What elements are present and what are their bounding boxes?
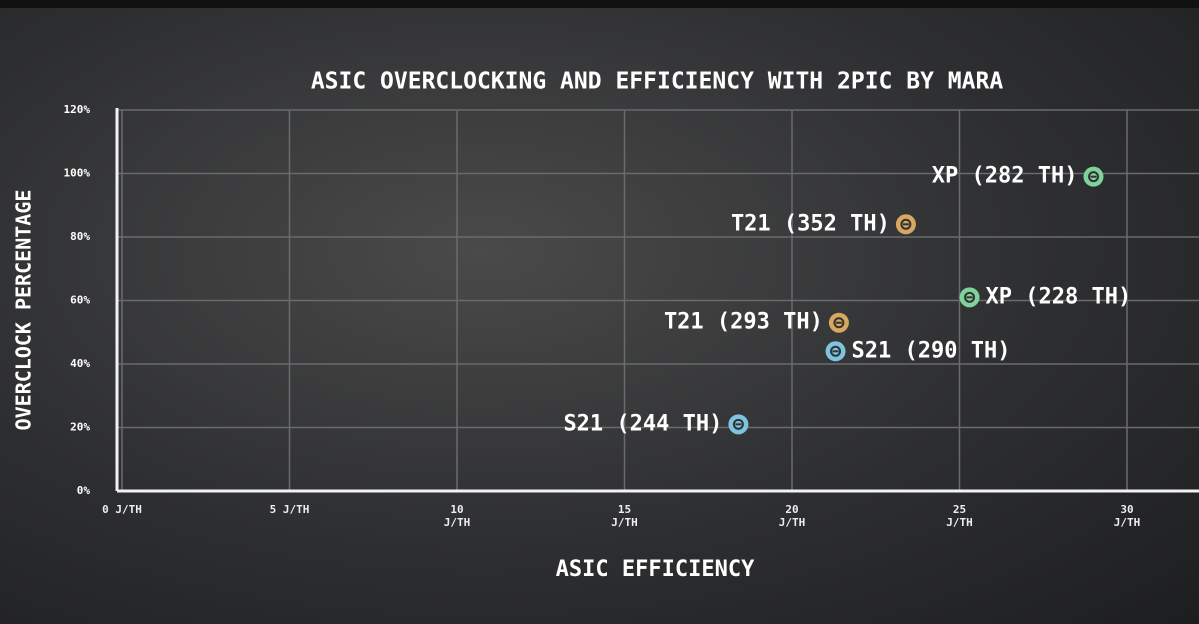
point-icon [1088,171,1099,183]
x-tick-label: 30 J/TH [1113,503,1141,529]
x-tick-label: 5 J/TH [269,503,310,516]
point-label: S21 (244 TH) [563,411,722,436]
point-label: XP (228 TH) [986,284,1132,309]
x-tick-label: 25 J/TH [946,503,973,529]
y-tick-label: 60% [70,294,90,307]
point-icon [900,218,912,230]
point-icon [964,291,976,303]
screen-bezel [0,0,1199,8]
point-label: S21 (290 TH) [852,338,1011,363]
x-axis-label: ASIC EFFICIENCY [556,557,755,582]
y-axis-label: OVERCLOCK PERCENTAGE [12,190,36,431]
y-tick-label: 40% [70,357,90,370]
y-tick-label: 80% [70,230,90,243]
y-tick-label: 120% [64,103,91,116]
y-tick-label: 100% [64,167,91,180]
point-icon [732,418,744,430]
x-tick-label: 20 J/TH [778,503,806,529]
point-label: XP (282 TH) [932,164,1078,189]
point-icon [833,317,845,329]
chart-title: ASIC OVERCLOCKING AND EFFICIENCY WITH 2P… [311,69,1004,95]
x-tick-label: 15 J/TH [611,503,638,529]
x-tick-label: 0 J/TH [102,503,142,516]
point-icon [830,345,842,357]
point-label: T21 (352 TH) [731,211,890,236]
y-tick-label: 20% [70,421,90,434]
x-tick-label: 10 J/TH [443,503,471,529]
point-label: T21 (293 TH) [664,310,823,335]
y-tick-label: 0% [77,484,91,497]
